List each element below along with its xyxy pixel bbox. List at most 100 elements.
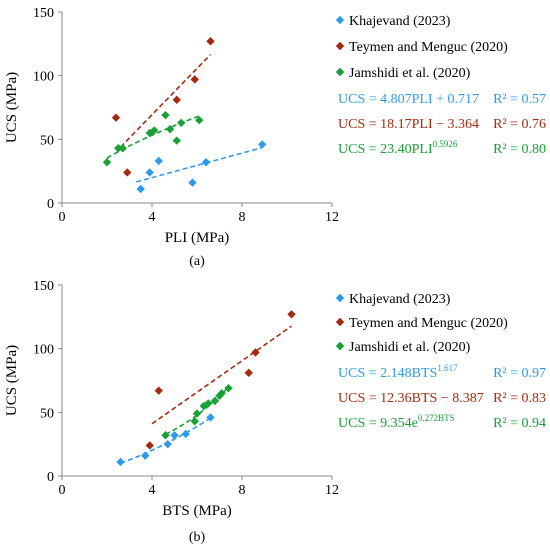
equation-exponent: 1.617 bbox=[437, 363, 458, 373]
legend-label: Khajevand (2023) bbox=[349, 14, 451, 29]
data-point bbox=[154, 386, 163, 395]
data-point bbox=[210, 396, 220, 406]
x-tick-label: 12 bbox=[325, 210, 339, 225]
legend-marker bbox=[335, 317, 345, 327]
x-tick-label: 12 bbox=[325, 483, 339, 498]
r-squared-label: R² = 0.76 bbox=[493, 117, 546, 132]
legend-label: Teymen and Menguc (2020) bbox=[349, 40, 508, 55]
trend-line bbox=[120, 417, 211, 464]
r-squared-label: R² = 0.97 bbox=[493, 366, 546, 381]
x-tick-label: 0 bbox=[59, 210, 66, 225]
series-jamshidi bbox=[102, 110, 204, 167]
x-axis-title: BTS (MPa) bbox=[162, 503, 232, 519]
data-point bbox=[150, 126, 159, 135]
data-point bbox=[188, 178, 197, 187]
legend-marker bbox=[335, 293, 345, 303]
data-point bbox=[217, 389, 226, 398]
data-point bbox=[201, 158, 211, 167]
y-axis-title: UCS (MPa) bbox=[4, 345, 20, 416]
data-point bbox=[177, 118, 186, 127]
trend-line bbox=[136, 146, 263, 183]
legend-marker bbox=[335, 41, 345, 51]
r-squared-label: R² = 0.94 bbox=[493, 416, 546, 431]
data-point bbox=[145, 441, 154, 450]
data-point bbox=[206, 413, 215, 422]
data-point bbox=[244, 368, 253, 378]
data-point bbox=[172, 136, 181, 145]
series-khajevand bbox=[116, 413, 215, 467]
legend-marker bbox=[335, 341, 345, 351]
y-tick-label: 50 bbox=[40, 133, 54, 148]
data-point bbox=[163, 439, 172, 449]
legend-label: Jamshidi et al. (2020) bbox=[349, 66, 471, 81]
data-point bbox=[206, 37, 215, 46]
y-tick-label: 100 bbox=[33, 70, 54, 85]
data-point bbox=[111, 113, 121, 122]
trend-equation: UCS = 2.148BTS1.617 bbox=[338, 363, 458, 381]
y-tick-label: 50 bbox=[40, 406, 54, 421]
data-point bbox=[258, 140, 267, 149]
legend-label: Teymen and Menguc (2020) bbox=[349, 316, 508, 331]
x-tick-label: 4 bbox=[149, 483, 156, 498]
series-teymen bbox=[145, 310, 296, 450]
data-point bbox=[251, 348, 260, 357]
data-point bbox=[165, 124, 175, 134]
data-point bbox=[224, 383, 233, 393]
data-point bbox=[192, 409, 202, 418]
panel-label: (a) bbox=[189, 254, 205, 269]
data-point bbox=[136, 184, 145, 194]
trend-equation: UCS = 9.354e0.272BTS bbox=[338, 413, 455, 431]
y-tick-label: 100 bbox=[33, 343, 54, 358]
data-point bbox=[181, 429, 190, 439]
series-jamshidi bbox=[161, 383, 233, 440]
data-point bbox=[145, 168, 154, 177]
y-tick-label: 150 bbox=[33, 6, 54, 21]
r-squared-label: R² = 0.80 bbox=[493, 142, 546, 157]
equation-exponent: 0.272BTS bbox=[418, 413, 455, 423]
data-point bbox=[190, 417, 199, 426]
data-point bbox=[161, 110, 170, 120]
series-teymen bbox=[111, 37, 215, 177]
data-point bbox=[172, 95, 181, 105]
legend-marker bbox=[335, 15, 345, 25]
equation-exponent: 0.5926 bbox=[433, 139, 458, 149]
legend-marker bbox=[335, 67, 345, 77]
data-point bbox=[116, 457, 125, 467]
data-point bbox=[154, 156, 163, 166]
trend-equation: UCS = 18.17PLI − 3.364 bbox=[338, 117, 479, 132]
data-point bbox=[114, 144, 123, 153]
data-point bbox=[123, 168, 132, 177]
data-point bbox=[199, 401, 208, 411]
trend-equation: UCS = 23.40PLI0.5926 bbox=[338, 139, 458, 157]
x-tick-label: 8 bbox=[239, 210, 246, 225]
trend-equation: UCS = 12.36BTS − 8.387 bbox=[338, 391, 484, 406]
legend-label: Jamshidi et al. (2020) bbox=[349, 340, 471, 355]
panel-label: (b) bbox=[189, 530, 206, 545]
y-tick-label: 150 bbox=[33, 279, 54, 294]
data-point bbox=[215, 391, 224, 400]
series-khajevand bbox=[136, 140, 267, 194]
trend-equation: UCS = 4.807PLI + 0.717 bbox=[338, 92, 479, 107]
chart-panel-a: 0 50 100 150 0 4 8 12 PLI (MPa) UCS (MPa) Khajevan… bbox=[4, 6, 546, 269]
x-tick-label: 8 bbox=[239, 483, 246, 498]
data-point bbox=[190, 75, 199, 84]
data-point bbox=[102, 158, 112, 167]
trend-line bbox=[119, 54, 212, 148]
r-squared-label: R² = 0.83 bbox=[493, 391, 546, 406]
data-point bbox=[195, 116, 204, 125]
data-point bbox=[118, 144, 127, 153]
y-axis-title: UCS (MPa) bbox=[4, 72, 20, 143]
chart-panel-b: 0 50 100 150 0 4 8 12 BTS (MPa) UCS (MPa) Khajevan… bbox=[4, 279, 546, 545]
data-point bbox=[170, 431, 179, 440]
r-squared-label: R² = 0.57 bbox=[493, 92, 546, 107]
x-tick-label: 0 bbox=[59, 483, 66, 498]
data-point bbox=[204, 399, 213, 408]
y-tick-label: 0 bbox=[47, 470, 54, 485]
y-tick-label: 0 bbox=[47, 197, 54, 212]
data-point bbox=[141, 451, 150, 460]
trend-line bbox=[151, 325, 292, 425]
data-point bbox=[287, 310, 296, 319]
trend-line bbox=[106, 115, 200, 159]
data-point bbox=[161, 431, 170, 440]
